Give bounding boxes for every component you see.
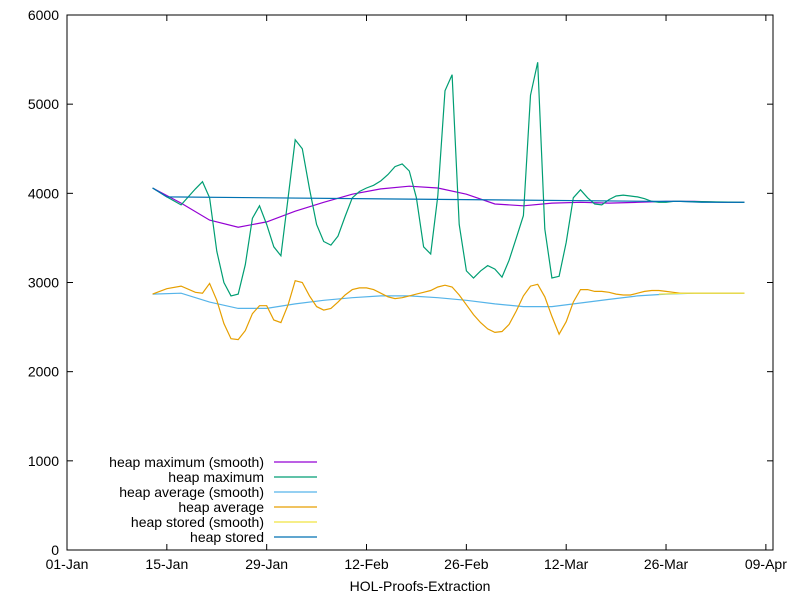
y-tick-label: 6000 — [28, 7, 59, 23]
series-line-heap-average-smooth — [152, 292, 745, 309]
y-tick-label: 3000 — [28, 275, 59, 291]
legend-label-heap-stored: heap stored — [190, 529, 264, 545]
series-line-heap-stored-smooth — [658, 292, 745, 295]
x-tick-label: 01-Jan — [46, 556, 89, 572]
x-tick-labels: 01-Jan 15-Jan 29-Jan 12-Feb 26-Feb 12-Mar 26-M… — [46, 556, 788, 572]
y-tick-label: 4000 — [28, 185, 59, 201]
series-line-heap-average — [152, 279, 745, 341]
x-axis-label: HOL-Proofs-Extraction — [350, 578, 491, 594]
x-tick-label: 09-Apr — [745, 556, 787, 572]
legend-label-heap-average: heap average — [178, 499, 264, 515]
x-tick-label: 15-Jan — [145, 556, 188, 572]
plot-border — [66, 14, 774, 551]
legend-label-heap-average-smooth: heap average (smooth) — [119, 484, 264, 500]
series-lines — [152, 62, 745, 341]
series-line-heap-stored — [152, 187, 745, 203]
legend-label-heap-maximum: heap maximum — [168, 469, 264, 485]
y-tick-label: 2000 — [28, 364, 59, 380]
x-tick-label: 29-Jan — [245, 556, 288, 572]
series-line-heap-maximum — [152, 62, 745, 297]
series-line-heap-maximum-smooth — [152, 185, 745, 228]
y-tick-label: 0 — [51, 542, 59, 558]
y-tick-labels: 0 1000 2000 3000 4000 5000 6000 — [28, 7, 59, 558]
x-tick-label: 12-Mar — [544, 556, 589, 572]
legend-label-heap-maximum-smooth: heap maximum (smooth) — [109, 454, 264, 470]
y-tick-label: 5000 — [28, 96, 59, 112]
y-tick-label: 1000 — [28, 453, 59, 469]
x-tick-label: 26-Mar — [644, 556, 689, 572]
x-tick-label: 12-Feb — [344, 556, 389, 572]
x-tick-label: 26-Feb — [444, 556, 489, 572]
legend-label-heap-stored-smooth: heap stored (smooth) — [131, 514, 264, 530]
